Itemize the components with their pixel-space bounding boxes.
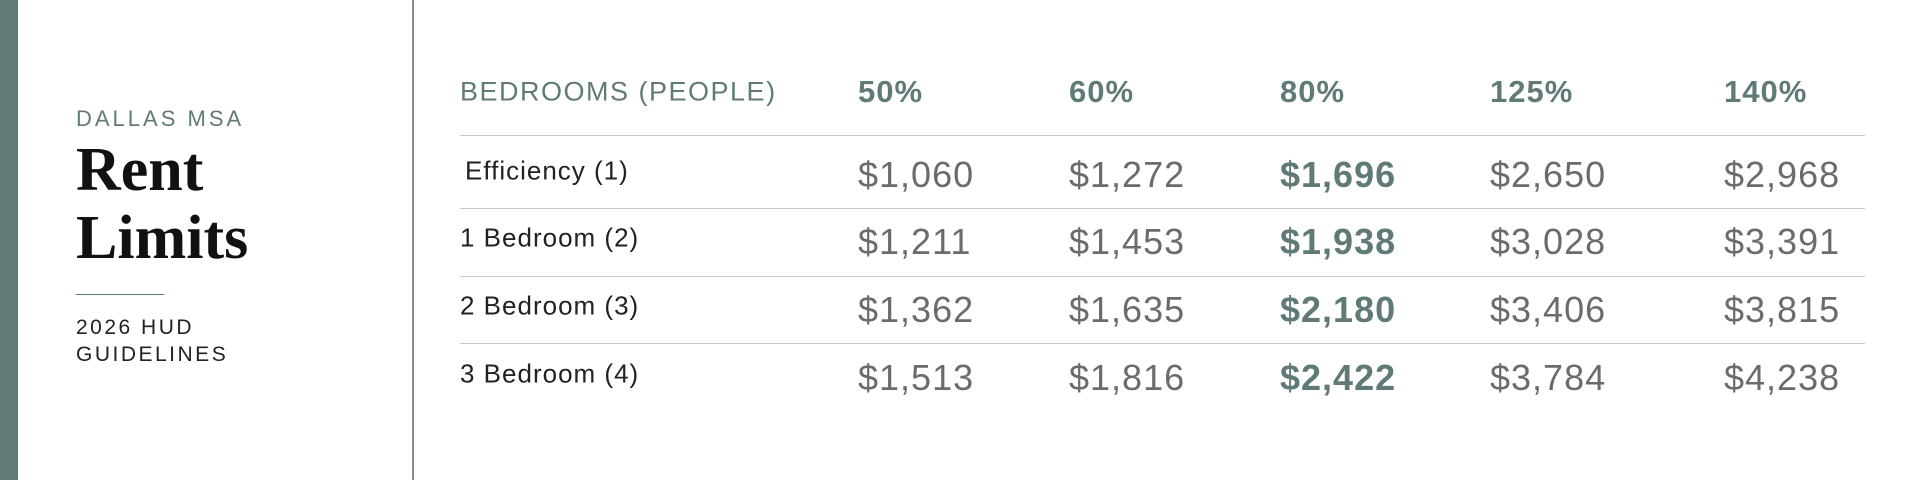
row-separator	[460, 208, 1865, 209]
rent-value: $3,028	[1490, 221, 1607, 262]
rent-value: $1,513	[858, 357, 975, 398]
region-label: DALLAS MSA	[76, 106, 245, 131]
rent-value: $1,272	[1069, 154, 1186, 195]
title: Rent	[76, 136, 204, 204]
subtitle: 2026 HUD	[76, 316, 195, 339]
rent-value: $3,391	[1724, 221, 1841, 262]
column-header: 140%	[1724, 74, 1808, 109]
rent-value: $3,815	[1724, 289, 1841, 330]
rent-value: $1,635	[1069, 289, 1186, 330]
rent-value: $1,816	[1069, 357, 1186, 398]
subtitle: GUIDELINES	[76, 343, 229, 366]
row-label: 1 Bedroom (2)	[460, 222, 640, 253]
column-header: 60%	[1069, 74, 1135, 109]
row-separator	[460, 135, 1865, 136]
rent-value: $1,938	[1280, 221, 1397, 262]
rent-value: $1,696	[1280, 154, 1397, 195]
rent-value: $1,060	[858, 154, 975, 195]
row-separator	[460, 343, 1865, 344]
rent-value: $2,180	[1280, 289, 1397, 330]
rent-value: $2,422	[1280, 357, 1397, 398]
rent-value: $1,211	[858, 221, 972, 262]
divider	[412, 0, 414, 480]
rent-value: $1,362	[858, 289, 975, 330]
rent-value: $4,238	[1724, 357, 1841, 398]
row-separator	[460, 276, 1865, 277]
column-header: BEDROOMS (PEOPLE)	[460, 76, 777, 107]
rent-value: $1,453	[1069, 221, 1186, 262]
column-header: 80%	[1280, 74, 1346, 109]
rule	[76, 294, 164, 295]
rent-value: $3,784	[1490, 357, 1607, 398]
rent-value: $2,650	[1490, 154, 1607, 195]
rent-value: $3,406	[1490, 289, 1607, 330]
rent-value: $2,968	[1724, 154, 1841, 195]
title: Limits	[76, 204, 249, 272]
column-header: 125%	[1490, 74, 1574, 109]
row-label: 3 Bedroom (4)	[460, 358, 640, 389]
row-label: 2 Bedroom (3)	[460, 290, 640, 321]
row-label: Efficiency (1)	[465, 155, 629, 186]
column-header: 50%	[858, 74, 924, 109]
accent-bar	[0, 0, 18, 480]
